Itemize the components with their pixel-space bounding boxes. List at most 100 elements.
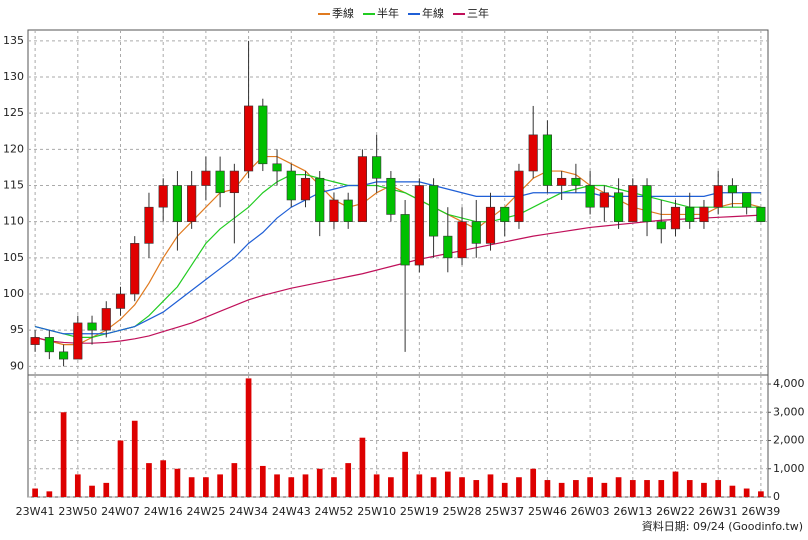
x-tick-label: 23W41 bbox=[16, 505, 55, 518]
y2-tick-label: 3,000 bbox=[773, 405, 805, 418]
x-tick-label: 24W34 bbox=[229, 505, 268, 518]
candle-body bbox=[144, 206, 154, 244]
y-tick-label: 130 bbox=[3, 70, 24, 83]
volume-bar bbox=[359, 437, 366, 497]
candle-body bbox=[300, 177, 311, 201]
candle-body bbox=[357, 156, 367, 222]
candle-body bbox=[585, 185, 595, 208]
volume-bar bbox=[231, 463, 238, 497]
ma-line bbox=[34, 181, 761, 335]
x-tick-label: 26W22 bbox=[656, 505, 695, 518]
x-tick-label: 24W52 bbox=[315, 505, 354, 518]
volume-bar bbox=[288, 477, 295, 497]
candle-body bbox=[614, 192, 624, 222]
volume-bar bbox=[430, 477, 437, 497]
candle-body bbox=[528, 134, 538, 172]
candle-body bbox=[713, 185, 723, 208]
volume-bar bbox=[274, 474, 280, 497]
y-tick-label: 100 bbox=[3, 287, 24, 300]
candle-body bbox=[414, 185, 424, 266]
volume-bar bbox=[715, 480, 722, 497]
candle-body bbox=[215, 170, 225, 194]
volume-bar bbox=[259, 465, 266, 497]
candle-body bbox=[485, 206, 496, 244]
volume-bar bbox=[758, 491, 764, 497]
candle-body bbox=[699, 206, 709, 222]
volume-bar bbox=[516, 477, 522, 497]
candle-body bbox=[258, 105, 268, 165]
volume-bar bbox=[174, 468, 181, 497]
candle-body bbox=[272, 163, 282, 172]
x-tick-label: 24W07 bbox=[101, 505, 140, 518]
candle-body bbox=[372, 156, 382, 179]
volume-panel bbox=[27, 374, 769, 498]
volume-bar bbox=[331, 477, 337, 497]
candle-body bbox=[685, 206, 695, 222]
volume-bar bbox=[487, 474, 494, 497]
candle-body bbox=[315, 177, 325, 222]
x-tick-label: 23W50 bbox=[58, 505, 97, 518]
volume-bar bbox=[416, 474, 423, 497]
volume-bar bbox=[444, 471, 451, 497]
volume-bar bbox=[103, 482, 110, 497]
candle-body bbox=[130, 243, 140, 295]
y-tick-label: 105 bbox=[3, 251, 24, 264]
legend-label: 三年 bbox=[467, 6, 489, 20]
ma-line bbox=[34, 214, 761, 344]
x-tick-label: 25W10 bbox=[357, 505, 396, 518]
candle-body bbox=[727, 185, 737, 194]
volume-bar bbox=[501, 482, 508, 497]
candle-body bbox=[329, 199, 339, 222]
volume-bar bbox=[217, 474, 223, 497]
candle-body bbox=[115, 293, 126, 309]
volume-bar bbox=[601, 482, 608, 497]
volume-bar bbox=[558, 482, 565, 497]
x-tick-label: 25W37 bbox=[485, 505, 524, 518]
y-tick-label: 95 bbox=[10, 323, 24, 336]
volume-bar bbox=[573, 480, 579, 497]
y-tick-label: 115 bbox=[3, 179, 24, 192]
volume-bar bbox=[74, 474, 81, 497]
candle-body bbox=[756, 206, 766, 222]
volume-bar bbox=[473, 480, 480, 497]
x-tick-label: 26W13 bbox=[613, 505, 652, 518]
x-tick-label: 24W43 bbox=[272, 505, 311, 518]
candle-body bbox=[30, 337, 40, 345]
volume-bar bbox=[316, 468, 323, 497]
volume-bar bbox=[402, 451, 408, 497]
volume-bar bbox=[701, 482, 707, 497]
volume-bar bbox=[160, 460, 167, 497]
candle-body bbox=[471, 221, 481, 244]
candle-body bbox=[201, 170, 211, 186]
y2-tick-label: 0 bbox=[773, 490, 780, 503]
x-tick-label: 24W25 bbox=[186, 505, 225, 518]
y-tick-label: 125 bbox=[3, 106, 24, 119]
volume-bar bbox=[188, 477, 195, 497]
candle-body bbox=[244, 105, 254, 172]
y2-tick-label: 2,000 bbox=[773, 434, 805, 447]
volume-bar bbox=[672, 471, 679, 497]
candle-body bbox=[87, 322, 97, 331]
candle-body bbox=[386, 177, 396, 215]
legend-label: 季線 bbox=[332, 6, 354, 20]
candle-body bbox=[101, 308, 111, 331]
candle-body bbox=[571, 177, 581, 186]
volume-bar bbox=[131, 420, 138, 497]
volume-bar bbox=[46, 491, 53, 497]
volume-bar bbox=[530, 468, 537, 497]
candle-body bbox=[443, 235, 453, 259]
volume-bar bbox=[587, 477, 593, 497]
volume-bar bbox=[729, 485, 736, 497]
y2-tick-label: 4,000 bbox=[773, 377, 805, 390]
volume-bar bbox=[629, 480, 636, 497]
volume-bar bbox=[658, 480, 665, 497]
x-tick-label: 26W31 bbox=[699, 505, 738, 518]
candle-body bbox=[642, 185, 652, 222]
x-tick-label: 24W16 bbox=[144, 505, 183, 518]
volume-bar bbox=[146, 463, 152, 497]
candle-body bbox=[343, 199, 353, 222]
y-tick-label: 135 bbox=[3, 34, 24, 47]
candle-body bbox=[670, 206, 681, 230]
volume-bar bbox=[203, 477, 209, 497]
x-tick-label: 25W28 bbox=[443, 505, 482, 518]
